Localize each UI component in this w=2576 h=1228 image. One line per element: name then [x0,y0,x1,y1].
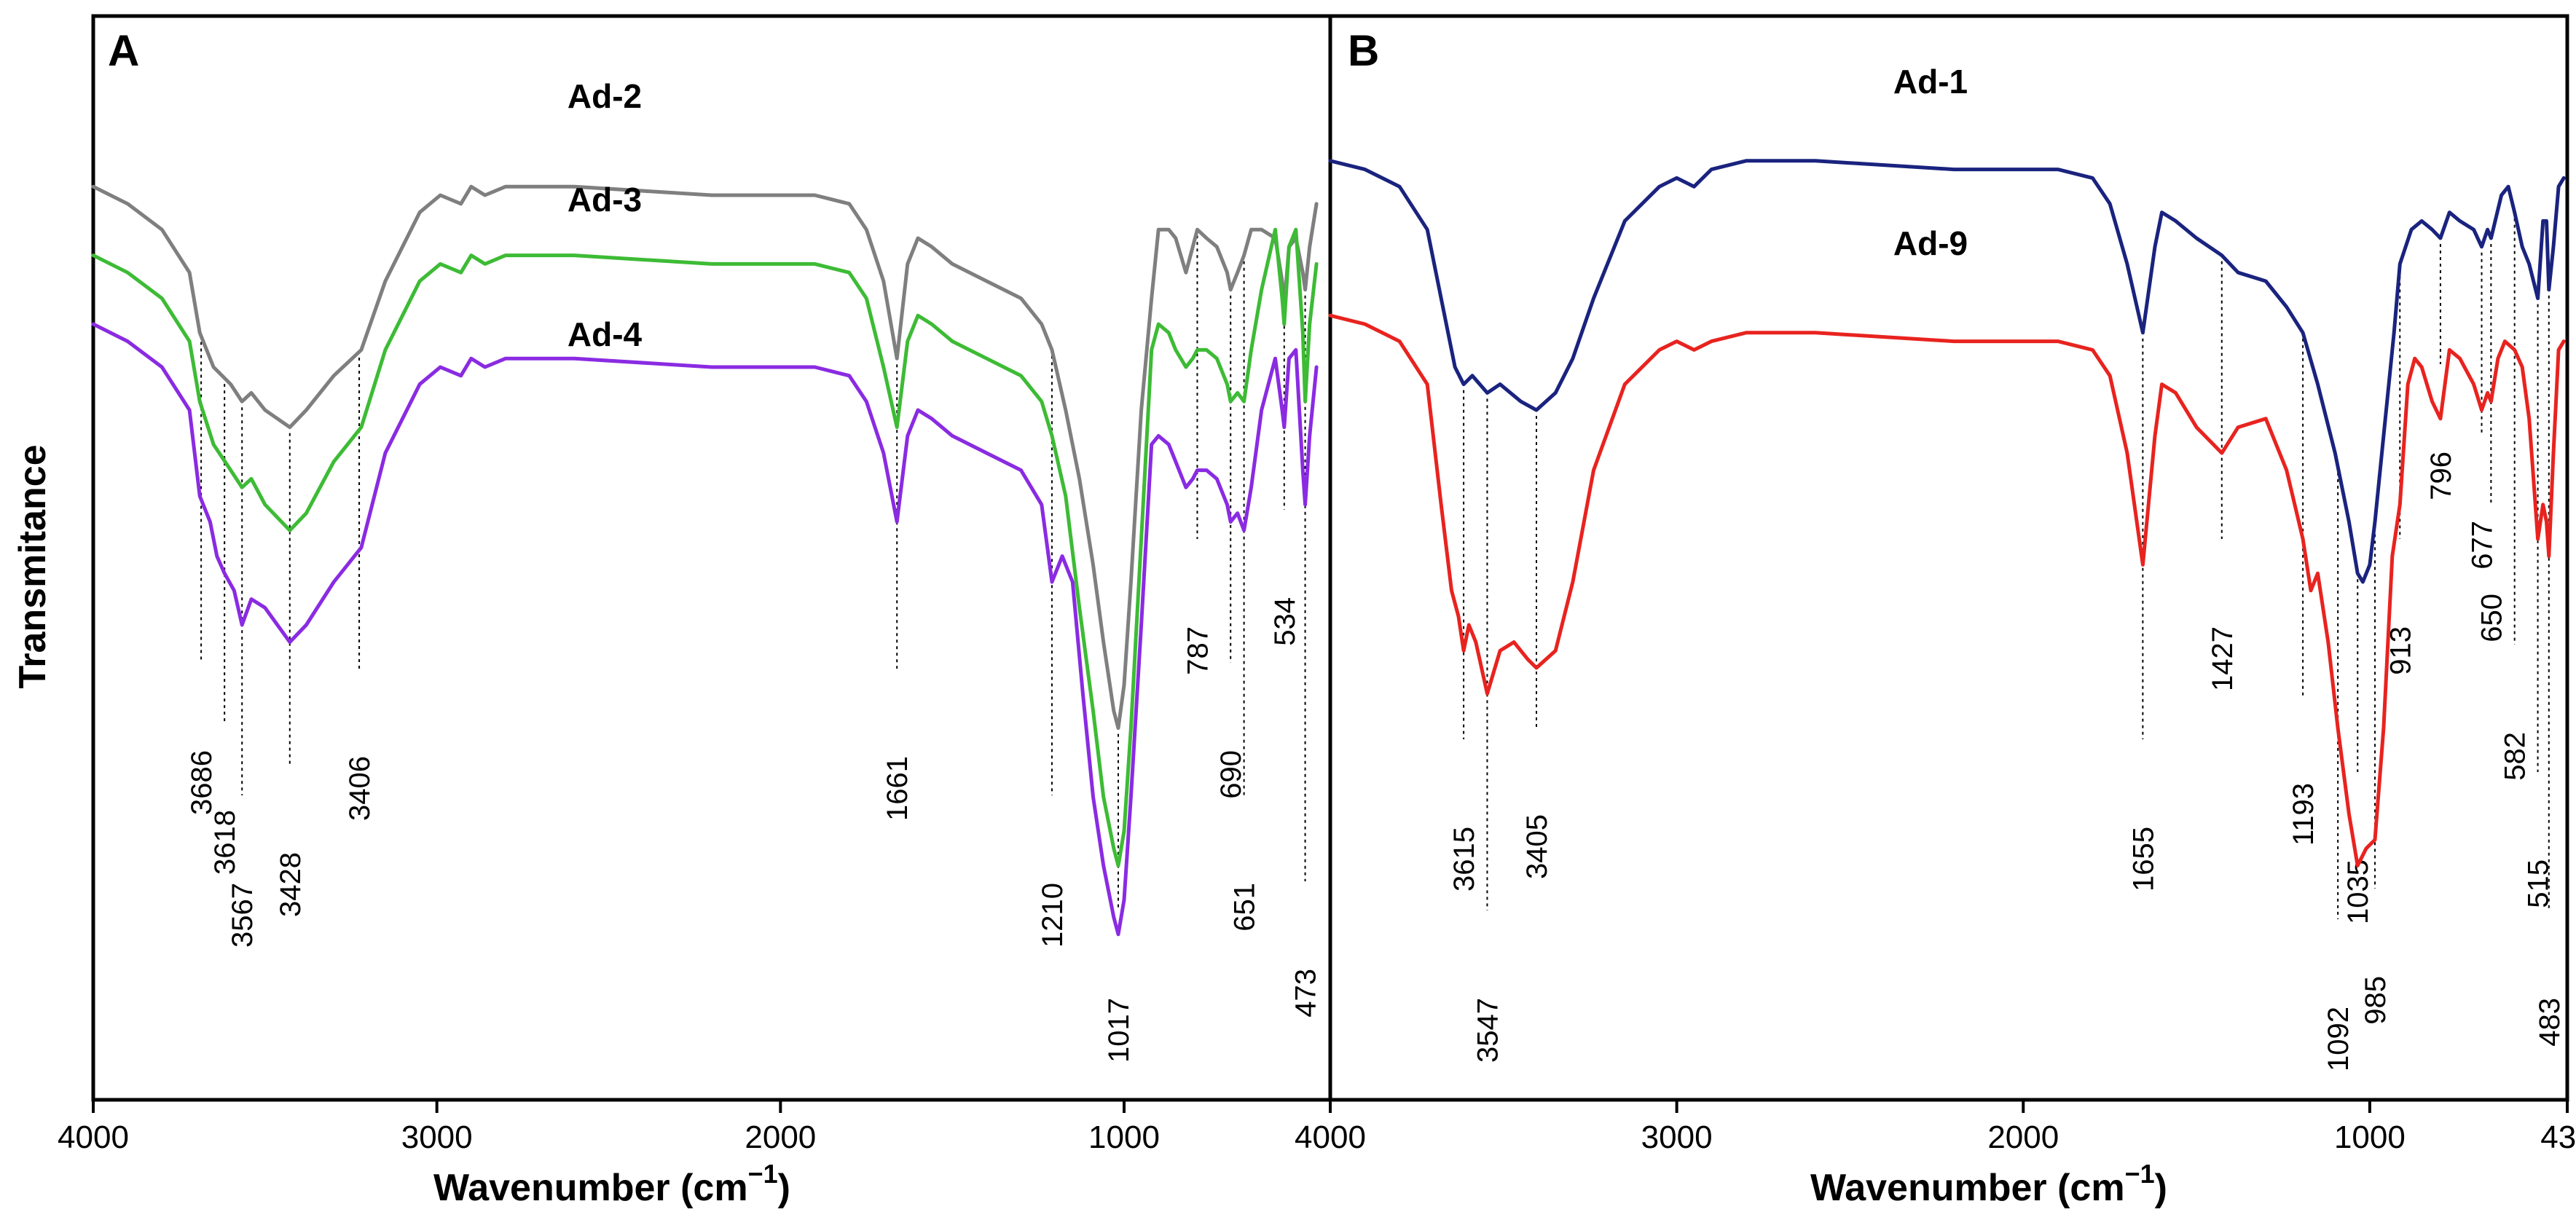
peak-label-1427: 1427 [2207,626,2239,691]
series-line-ad-9 [1328,313,2566,867]
peak-label-3428: 3428 [275,852,307,917]
peak-label-1035: 1035 [2342,859,2374,924]
peak-label-1210: 1210 [1037,883,1069,948]
peak-label-796: 796 [2425,452,2457,500]
peak-label-534: 534 [1269,597,1301,646]
peak-label-650: 650 [2475,594,2508,642]
panel-b-letter: B [1348,26,1379,75]
series-line-ad-2 [91,184,1319,731]
panel-a-x-axis-title-exponent: −1 [748,1159,778,1189]
peak-label-582: 582 [2500,732,2532,781]
peak-label-651: 651 [1229,883,1261,932]
x-tick-label-b-430: 430 [2540,1119,2576,1155]
panel-a-ticks: 4000 3000 2000 1000 4000 [58,1100,1366,1155]
x-tick-label-a-1000: 1000 [1088,1119,1160,1155]
x-tick-label-b-2000: 2000 [1987,1119,2059,1155]
peak-label-483: 483 [2534,998,2566,1047]
series-line-ad-1 [1328,159,2566,584]
panel-b-series: Ad-1 Ad-9 [1328,63,2566,867]
peak-label-3615: 3615 [1448,827,1480,892]
peak-label-985: 985 [2360,976,2392,1025]
peak-label-1655: 1655 [2127,827,2159,892]
peak-label-1661: 1661 [881,756,914,821]
series-label-ad-2: Ad-2 [568,77,642,115]
series-line-ad-4 [91,322,1319,937]
panel-a-x-axis-title: Wavenumber (cm−1) [433,1159,790,1209]
peak-label-787: 787 [1182,626,1214,675]
x-tick-label-a-2000: 2000 [745,1119,816,1155]
series-label-ad-1: Ad-1 [1893,63,1968,101]
y-axis-title: Transmitance [12,444,54,688]
peak-label-1092: 1092 [2322,1007,2355,1071]
peak-label-677: 677 [2467,521,2499,570]
panel-b-ticks: 3000 2000 1000 430 [1641,1100,2576,1155]
series-label-ad-3: Ad-3 [568,181,642,219]
panel-b-x-axis-title: Wavenumber (cm−1) [1810,1159,2167,1209]
series-label-ad-9: Ad-9 [1893,224,1968,262]
series-label-ad-4: Ad-4 [568,315,643,353]
x-tick-label-b-3000: 3000 [1641,1119,1713,1155]
peak-label-515: 515 [2523,859,2555,908]
panel-b-x-axis-title-exponent: −1 [2125,1159,2155,1189]
peak-label-3686: 3686 [186,750,218,815]
peak-label-690: 690 [1215,750,1247,799]
peak-label-3547: 3547 [1472,998,1504,1063]
peak-label-3405: 3405 [1521,814,1553,879]
peak-label-473: 473 [1290,969,1322,1018]
x-tick-label-a-3000: 3000 [401,1119,473,1155]
peak-label-1193: 1193 [2288,783,2320,846]
x-tick-label-a-4000: 4000 [58,1119,129,1155]
x-tick-label-a-edge: 4000 [1295,1119,1366,1155]
panel-b-frame [1328,14,2569,1102]
x-tick-label-b-1000: 1000 [2334,1119,2406,1155]
peak-label-3406: 3406 [344,756,376,821]
peak-label-1017: 1017 [1103,998,1135,1063]
peak-label-3567: 3567 [227,883,259,948]
peak-label-3618: 3618 [209,810,241,875]
panel-a-series: Ad-2 Ad-3 Ad-4 [91,77,1319,937]
series-line-ad-3 [91,227,1319,867]
panel-a-letter: A [108,26,139,75]
